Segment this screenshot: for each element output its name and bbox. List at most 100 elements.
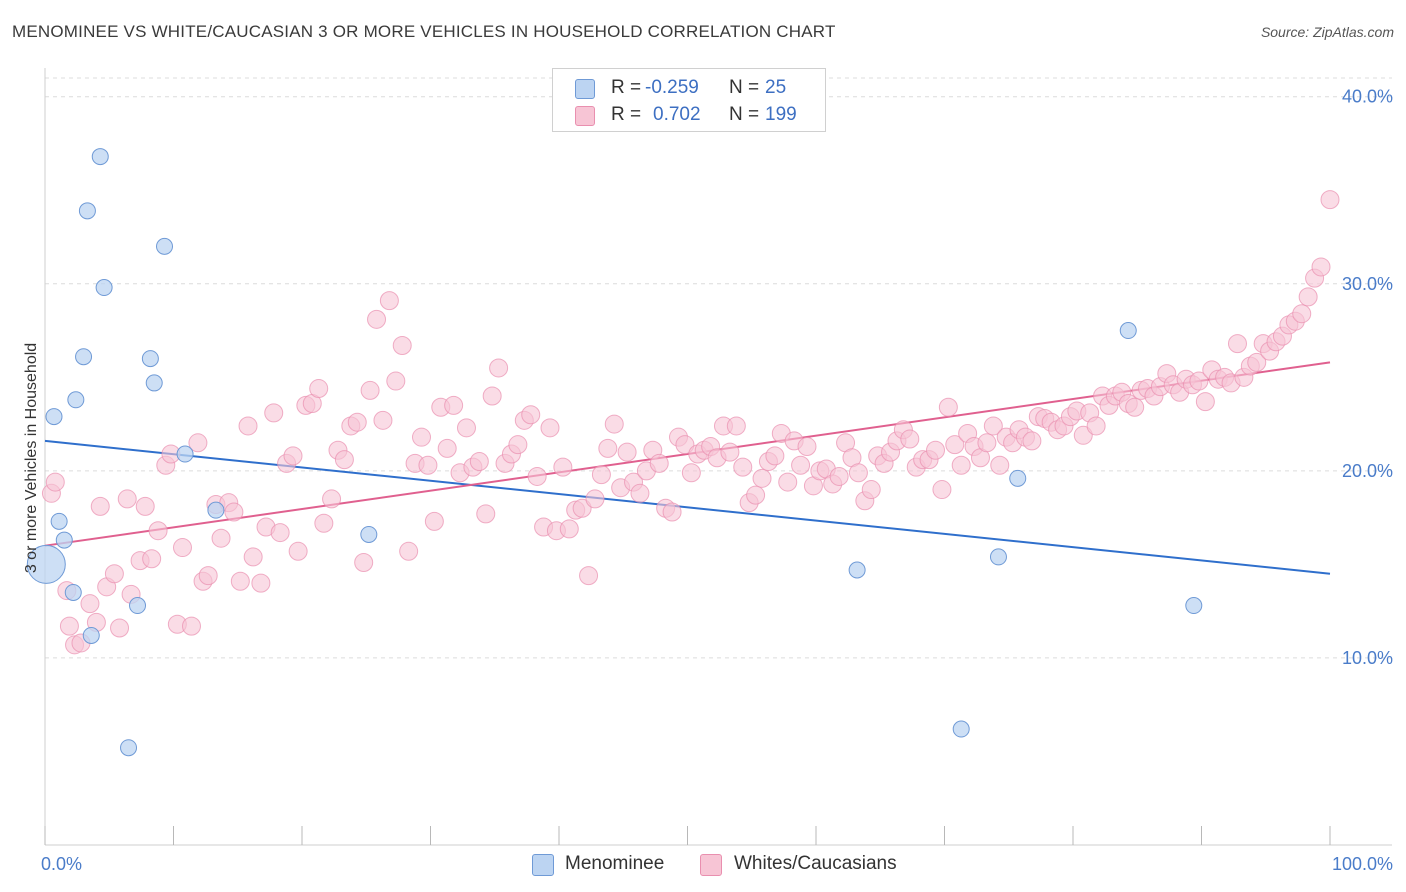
whites-point <box>243 547 263 567</box>
x-tick-label: 0.0% <box>41 854 82 874</box>
source-label: Source: ZipAtlas.com <box>1260 24 1394 40</box>
whites-point <box>230 571 250 591</box>
whites-point <box>264 403 284 423</box>
whites-point <box>900 429 920 449</box>
whites-point <box>309 379 329 399</box>
whites-point <box>360 380 380 400</box>
whites-point <box>347 412 367 432</box>
n-value: 199 <box>765 104 797 125</box>
whites-point <box>572 498 592 518</box>
r-label: R = <box>611 104 642 125</box>
whites-point <box>117 489 137 509</box>
menominee-point <box>55 531 73 549</box>
whites-point <box>270 523 290 543</box>
whites-point <box>527 466 547 486</box>
menominee-point <box>78 202 96 220</box>
whites-point <box>951 455 971 475</box>
whites-point <box>373 410 393 430</box>
whites-point <box>579 566 599 586</box>
whites-point <box>1227 334 1247 354</box>
whites-point <box>135 496 155 516</box>
menominee-point <box>67 391 85 409</box>
whites-point <box>662 502 682 522</box>
whites-point <box>932 480 952 500</box>
menominee-point <box>120 739 138 757</box>
menominee-point <box>176 445 194 463</box>
y-tick-label: 40.0% <box>1342 87 1393 107</box>
whites-point <box>418 455 438 475</box>
n-value: 25 <box>765 77 787 98</box>
whites-point <box>848 463 868 483</box>
whites-point <box>334 450 354 470</box>
whites-point <box>224 502 244 522</box>
whites-point <box>752 468 772 488</box>
whites-point <box>765 446 785 466</box>
whites-point <box>926 440 946 460</box>
menominee-point <box>1185 597 1203 615</box>
menominee-point <box>50 512 68 530</box>
menominee-label: Menominee <box>565 853 665 874</box>
r-value: -0.259 <box>645 77 699 98</box>
menominee-point <box>989 548 1007 566</box>
y-tick-label: 20.0% <box>1342 461 1393 481</box>
whites-point <box>861 480 881 500</box>
whites-point <box>456 418 476 438</box>
whites-point <box>181 616 201 636</box>
whites-point <box>59 616 79 636</box>
whites-point <box>1298 287 1318 307</box>
tick-labels: 10.0% 20.0% 30.0% 40.0% 0.0% 100.0% <box>41 87 1393 874</box>
chart-title: MENOMINEE VS WHITE/CAUCASIAN 3 OR MORE V… <box>12 22 836 41</box>
legend-row-whites: R = 0.702 N = 199 <box>553 102 825 126</box>
n-label: N = <box>729 104 760 125</box>
whites-point <box>1247 352 1267 372</box>
whites-point <box>148 521 168 541</box>
menominee-point <box>82 626 100 644</box>
menominee-point <box>91 148 109 166</box>
x-tick-label: 100.0% <box>1332 854 1393 874</box>
whites-point <box>1195 392 1215 412</box>
whites-swatch <box>700 854 722 876</box>
whites-point <box>367 309 387 329</box>
whites-point <box>1311 257 1331 277</box>
whites-point <box>251 573 271 593</box>
whites-point <box>553 457 573 477</box>
whites-point <box>322 489 342 509</box>
whites-point <box>720 442 740 462</box>
menominee-point <box>45 408 63 426</box>
menominee-point <box>145 374 163 392</box>
y-axis-label: 3 or more Vehicles in Household <box>23 343 40 573</box>
whites-point <box>1022 431 1042 451</box>
whites-point <box>1189 371 1209 391</box>
whites-point <box>90 496 110 516</box>
whites-point <box>283 446 303 466</box>
whites-point <box>617 442 637 462</box>
whites-point <box>238 416 258 436</box>
menominee-point <box>156 237 174 255</box>
whites-points <box>41 190 1340 655</box>
whites-point <box>797 437 817 457</box>
whites-point <box>80 594 100 614</box>
whites-point <box>142 549 162 569</box>
whites-point <box>437 438 457 458</box>
whites-point <box>211 528 231 548</box>
whites-point <box>379 291 399 311</box>
menominee-point <box>952 720 970 738</box>
menominee-point <box>26 544 66 584</box>
correlation-legend: R = -0.259 N = 25 R = 0.702 N = 199 <box>552 68 826 132</box>
whites-point <box>188 433 208 453</box>
whites-point <box>508 435 528 455</box>
whites-point <box>489 358 509 378</box>
whites-point <box>314 513 334 533</box>
whites-point <box>778 472 798 492</box>
r-value: 0.702 <box>653 104 701 125</box>
menominee-point <box>360 525 378 543</box>
whites-point <box>649 453 669 473</box>
whites-point <box>1086 416 1106 436</box>
whites-point <box>733 457 753 477</box>
whites-label: Whites/Caucasians <box>734 853 897 874</box>
n-label: N = <box>729 77 760 98</box>
whites-point <box>938 397 958 417</box>
whites-point <box>585 489 605 509</box>
whites-point <box>198 566 218 586</box>
whites-point <box>469 452 489 471</box>
